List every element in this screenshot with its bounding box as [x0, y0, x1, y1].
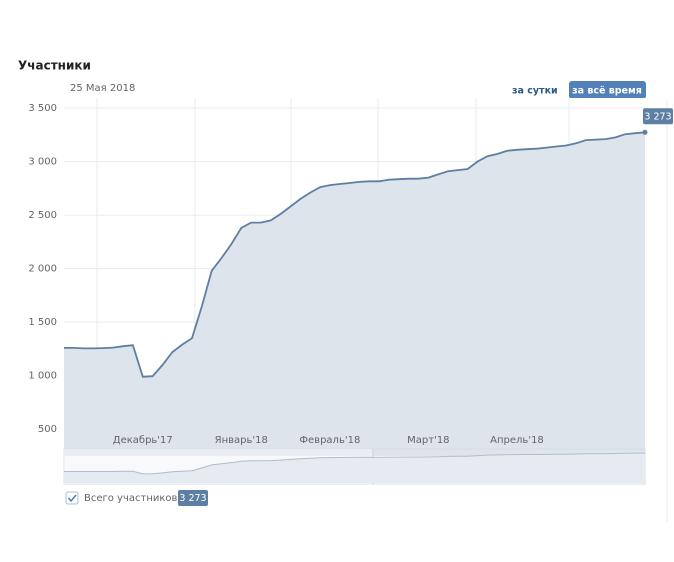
x-tick-label: Февраль'18: [299, 435, 360, 446]
legend-label[interactable]: Всего участников: [84, 493, 178, 504]
y-tick-label: 3 000: [28, 157, 57, 168]
series-line: [64, 131, 646, 378]
y-tick-label: 500: [38, 424, 57, 435]
legend-badge: [178, 490, 208, 506]
x-tick-label: Март'18: [407, 435, 449, 446]
period-button-label[interactable]: за всё время: [572, 86, 642, 97]
y-tick-label: 2 000: [28, 264, 57, 275]
y-tick-label: 2 500: [28, 210, 57, 221]
legend-value: 3 273: [179, 493, 206, 504]
date-label: 25 Мая 2018: [70, 83, 135, 94]
x-tick-label: Январь'18: [215, 435, 268, 446]
navigator-line: [64, 452, 645, 475]
y-tick-label: 1 500: [28, 317, 57, 328]
legend-check: [67, 494, 77, 503]
period-button[interactable]: за сутки: [512, 86, 558, 97]
legend-checkbox[interactable]: [65, 491, 79, 505]
value-label: 3 273: [644, 111, 671, 122]
area-fill: [64, 132, 645, 457]
x-tick-label: Декабрь'17: [113, 435, 173, 446]
widget-title: Участники: [18, 59, 91, 73]
x-tick-label: Апрель'18: [490, 435, 544, 446]
end-point: [642, 129, 648, 135]
period-button-active[interactable]: [569, 81, 646, 99]
navigator-area: [64, 453, 645, 483]
y-tick-label: 3 500: [28, 103, 57, 114]
y-tick-label: 1 000: [28, 371, 57, 382]
plot: 500 1 000 1 500 2 000 2 500 3 000 3 500 3 273 Де…: [28, 98, 673, 457]
value-badge: [643, 108, 673, 125]
